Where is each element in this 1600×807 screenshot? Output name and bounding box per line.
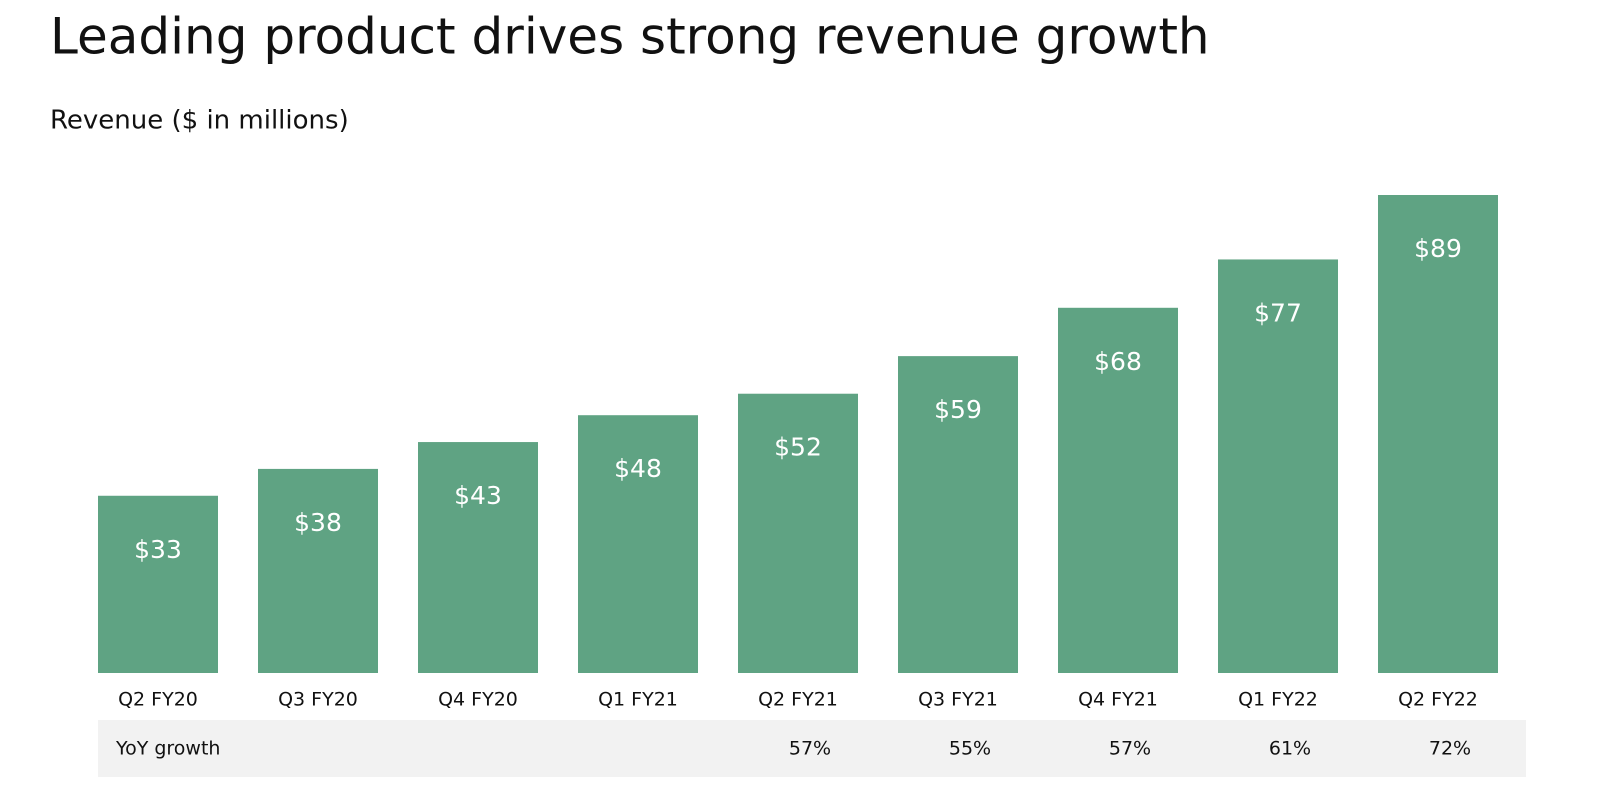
growth-row-label: YoY growth xyxy=(115,738,220,760)
value-label: $59 xyxy=(934,395,982,424)
bar xyxy=(258,468,378,673)
growth-value: 57% xyxy=(1109,738,1151,760)
bar xyxy=(1378,195,1498,673)
x-tick-label: Q3 FY20 xyxy=(278,689,358,711)
value-label: $68 xyxy=(1094,347,1142,376)
bar xyxy=(98,495,218,673)
value-label: $89 xyxy=(1414,234,1462,263)
value-label: $43 xyxy=(454,481,502,510)
value-label: $77 xyxy=(1254,298,1302,327)
value-label: $33 xyxy=(134,535,182,564)
bar xyxy=(738,393,858,673)
growth-value: 61% xyxy=(1269,738,1311,760)
bar xyxy=(1058,307,1178,673)
value-label: $52 xyxy=(774,433,822,462)
x-tick-label: Q2 FY21 xyxy=(758,689,838,711)
growth-value: 57% xyxy=(789,738,831,760)
x-tick-label: Q4 FY21 xyxy=(1078,689,1158,711)
bar xyxy=(418,442,538,673)
x-tick-label: Q2 FY20 xyxy=(118,689,198,711)
x-tick-label: Q1 FY22 xyxy=(1238,689,1318,711)
bar xyxy=(898,356,1018,673)
bar xyxy=(578,415,698,673)
value-label: $48 xyxy=(614,454,662,483)
growth-band xyxy=(98,720,1526,777)
x-tick-label: Q3 FY21 xyxy=(918,689,998,711)
value-label: $38 xyxy=(294,508,342,537)
x-tick-label: Q1 FY21 xyxy=(598,689,678,711)
bar xyxy=(1218,259,1338,673)
chart-title: Leading product drives strong revenue gr… xyxy=(50,8,1210,66)
chart-subtitle: Revenue ($ in millions) xyxy=(50,106,349,136)
x-tick-label: Q2 FY22 xyxy=(1398,689,1478,711)
growth-value: 72% xyxy=(1429,738,1471,760)
growth-value: 55% xyxy=(949,738,991,760)
x-tick-label: Q4 FY20 xyxy=(438,689,518,711)
